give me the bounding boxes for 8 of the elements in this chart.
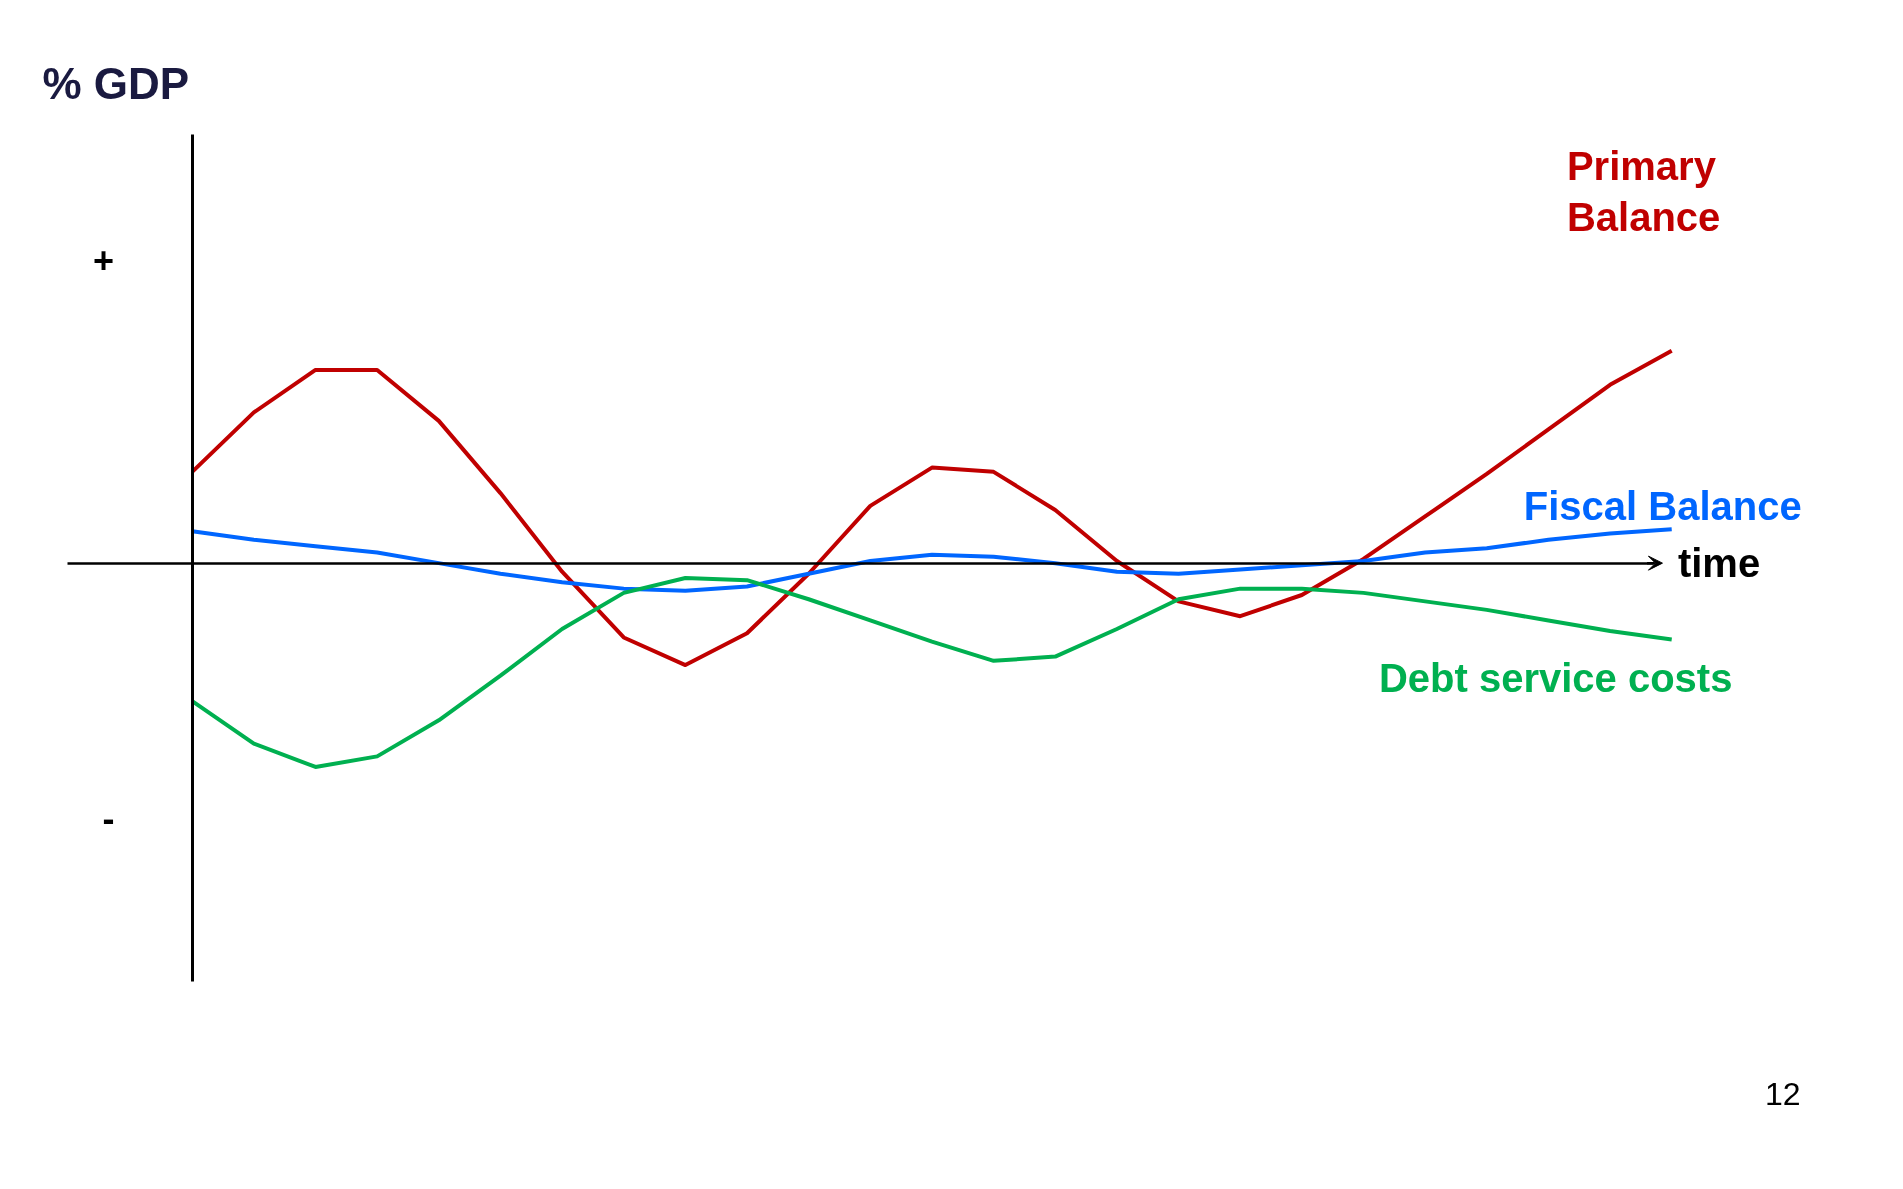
series-label: Debt service costs [1378,655,1733,700]
text: 12 [1764,1075,1801,1112]
text: - [102,797,115,839]
text: + [92,239,114,281]
text: Primary Balance [1566,144,1721,239]
series-label: Fiscal Balance [1523,483,1802,528]
x-axis-title: time [1677,541,1761,586]
text: % GDP [42,58,190,108]
